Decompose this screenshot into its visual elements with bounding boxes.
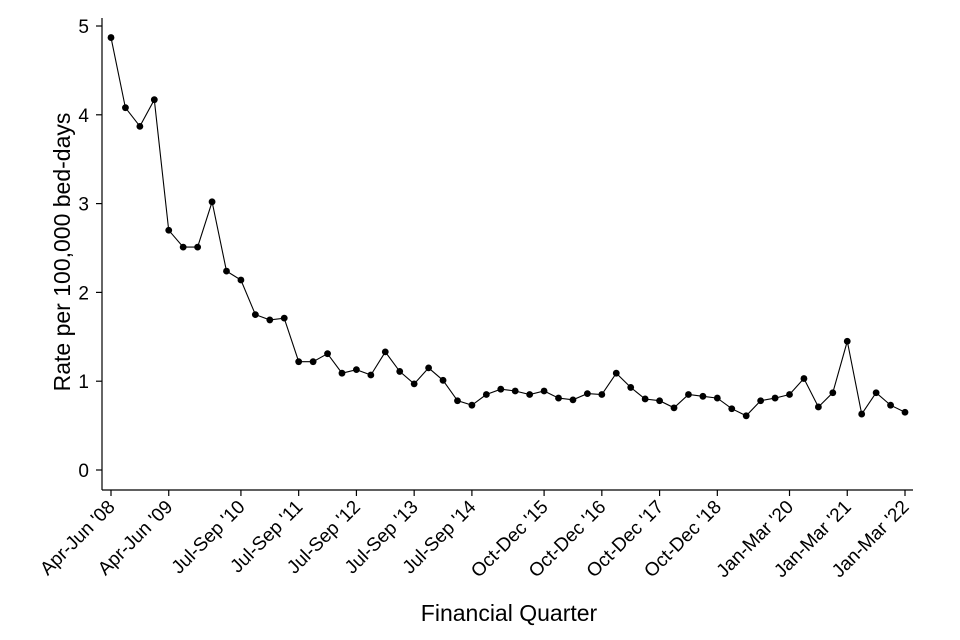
data-point: [526, 391, 534, 398]
data-point: [324, 350, 331, 358]
data-point: [165, 226, 173, 234]
data-point: [511, 387, 519, 395]
y-axis: 0 1 2 3 4 5: [78, 17, 103, 490]
data-point: [266, 316, 274, 324]
data-point: [237, 276, 245, 284]
data-point: [251, 311, 259, 318]
data-point: [656, 397, 663, 405]
data-point: [381, 348, 389, 356]
data-point: [208, 198, 216, 206]
data-point: [410, 380, 418, 388]
y-tick-label: 3: [78, 195, 89, 216]
y-tick-label: 4: [78, 106, 89, 127]
data-point: [901, 408, 909, 416]
data-point: [786, 391, 793, 398]
data-point: [728, 405, 736, 413]
plot-area: [107, 34, 909, 420]
data-point: [425, 364, 432, 372]
data-point: [497, 385, 505, 393]
data-point: [482, 391, 490, 398]
data-point: [439, 376, 447, 384]
data-point: [136, 122, 144, 130]
data-point: [713, 394, 721, 402]
data-point: [150, 96, 158, 104]
data-point: [540, 387, 548, 395]
data-point: [338, 369, 346, 377]
data-point: [396, 368, 404, 375]
data-point: [872, 389, 880, 397]
data-point: [829, 389, 837, 397]
data-point: [612, 369, 620, 377]
y-tick-label: 2: [78, 283, 89, 304]
data-point: [468, 401, 476, 409]
data-point: [353, 366, 360, 374]
data-point: [858, 410, 866, 418]
data-point: [295, 358, 303, 366]
y-axis-title: Rate per 100,000 bed-days: [49, 113, 75, 392]
data-point: [122, 104, 129, 112]
data-point: [367, 371, 375, 379]
data-point: [223, 267, 230, 275]
data-point: [555, 394, 562, 402]
x-axis-title: Financial Quarter: [421, 600, 598, 626]
data-point: [569, 396, 577, 404]
data-point: [800, 375, 808, 382]
data-point: [584, 390, 591, 398]
data-point: [771, 394, 779, 402]
data-point: [194, 243, 202, 251]
data-point: [670, 404, 678, 412]
data-point: [887, 401, 894, 409]
data-point: [627, 384, 635, 391]
data-point: [742, 412, 750, 420]
data-point: [814, 403, 822, 411]
y-tick-label: 1: [78, 372, 89, 393]
data-point: [843, 337, 851, 345]
data-point: [107, 34, 115, 41]
y-tick-label: 0: [78, 461, 89, 482]
data-point: [309, 358, 317, 366]
data-point: [454, 397, 461, 405]
series-line: [110, 37, 906, 417]
data-point: [641, 395, 649, 403]
data-point: [280, 314, 288, 322]
data-point: [598, 391, 606, 398]
data-point: [179, 243, 187, 251]
data-point: [685, 391, 692, 398]
y-tick-label: 5: [78, 17, 89, 38]
data-point: [757, 397, 765, 405]
data-point: [699, 392, 707, 400]
